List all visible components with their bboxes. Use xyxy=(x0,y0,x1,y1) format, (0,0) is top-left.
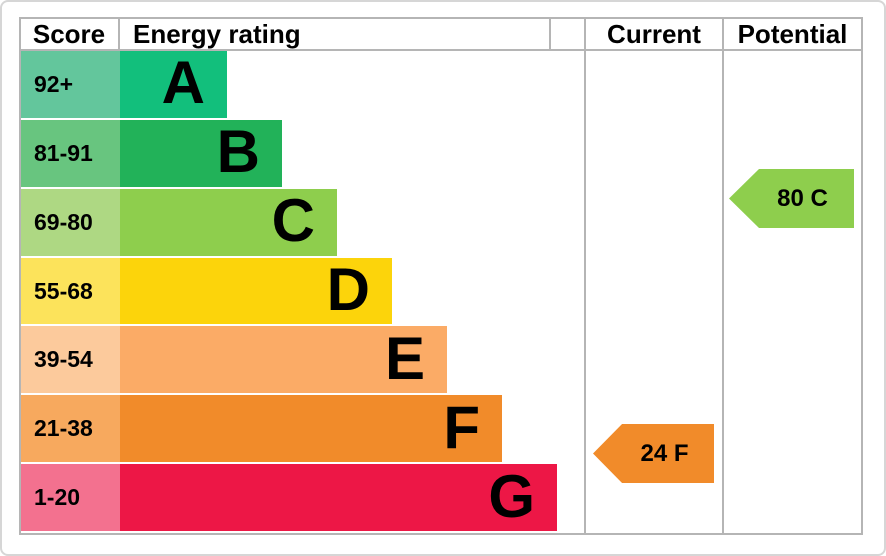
score-range-label: 69-80 xyxy=(34,208,93,235)
rating-bar: G xyxy=(120,462,557,532)
rating-header-divider xyxy=(549,17,551,51)
table-bottom-border xyxy=(19,533,863,535)
rating-bar: B xyxy=(120,118,282,187)
potential-column-header: Potential xyxy=(737,18,848,49)
rating-bar: C xyxy=(120,187,337,256)
rating-bar: F xyxy=(120,393,502,463)
potential-column-divider xyxy=(722,17,724,535)
current-column-divider xyxy=(584,17,586,535)
band-row: 81-91 B xyxy=(21,118,581,189)
score-cell: 39-54 xyxy=(21,326,120,394)
band-row: 55-68 D xyxy=(21,256,581,327)
band-letter-label: C xyxy=(271,187,315,255)
score-range-label: 55-68 xyxy=(34,277,93,304)
band-row: 39-54 E xyxy=(21,326,581,395)
energy-rating-column-header: Energy rating xyxy=(133,18,301,49)
band-letter-label: E xyxy=(384,324,425,392)
table-left-border xyxy=(19,17,21,535)
score-cell: 1-20 xyxy=(21,464,120,532)
rating-bar: D xyxy=(120,256,392,325)
band-letter-label: D xyxy=(326,256,370,323)
band-row: 69-80 C xyxy=(21,187,581,258)
score-column-header: Score xyxy=(32,18,106,49)
score-range-label: 92+ xyxy=(34,70,74,97)
score-range-label: 81-91 xyxy=(34,139,93,166)
potential-rating-label: 80 C xyxy=(777,184,828,212)
potential-rating-arrow: 80 C xyxy=(729,169,854,228)
current-rating-arrow: 24 F xyxy=(593,424,714,483)
band-letter-label: A xyxy=(161,49,205,117)
band-letter-label: B xyxy=(216,118,260,186)
score-cell: 55-68 xyxy=(21,257,120,325)
band-rows: 92+ A 81-91 B 69-80 C 55-68 D 39-54 xyxy=(21,51,581,533)
score-range-label: 39-54 xyxy=(34,346,93,373)
current-column-header: Current xyxy=(607,18,701,49)
current-rating-label: 24 F xyxy=(640,439,689,467)
score-cell: 21-38 xyxy=(21,395,120,463)
table-top-border xyxy=(19,17,863,19)
header-bottom-border xyxy=(19,49,863,51)
band-letter-label: G xyxy=(488,462,535,530)
band-row: 92+ A xyxy=(21,51,581,120)
table-right-border xyxy=(861,17,863,535)
rating-bar: A xyxy=(120,51,227,118)
band-letter-label: F xyxy=(443,393,480,461)
score-cell: 81-91 xyxy=(21,119,120,187)
rating-bar: E xyxy=(120,324,447,394)
score-header-divider xyxy=(118,17,120,51)
score-range-label: 1-20 xyxy=(34,484,81,511)
score-cell: 92+ xyxy=(21,51,120,118)
band-row: 21-38 F xyxy=(21,395,581,464)
score-cell: 69-80 xyxy=(21,188,120,256)
score-range-label: 21-38 xyxy=(34,415,93,442)
band-row: 1-20 G xyxy=(21,464,581,533)
